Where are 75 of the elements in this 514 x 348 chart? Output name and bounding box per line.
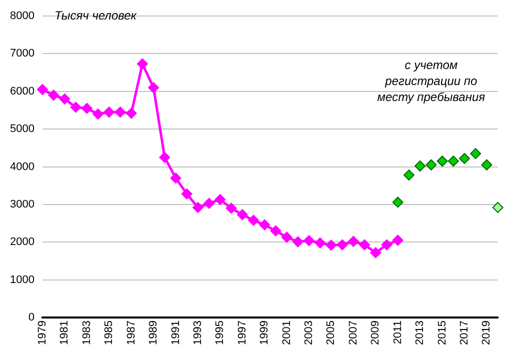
y-tick-label: 6000 xyxy=(10,85,34,98)
annotation: с учетом регистрации по месту пребывания xyxy=(377,58,486,104)
point xyxy=(281,232,292,243)
point xyxy=(226,202,237,214)
point xyxy=(104,106,115,118)
point xyxy=(348,236,359,247)
point xyxy=(470,148,482,160)
point xyxy=(126,108,137,119)
point xyxy=(81,102,92,114)
point xyxy=(236,209,248,220)
point xyxy=(92,108,104,120)
y-tick-label: 5000 xyxy=(10,123,34,136)
y-tick-label: 1000 xyxy=(10,274,34,286)
x-tick-label: 2001 xyxy=(280,320,293,346)
point xyxy=(48,90,60,101)
point xyxy=(136,58,148,70)
y-tick-label: 7000 xyxy=(10,48,34,60)
x-tick-label: 1987 xyxy=(125,320,138,346)
point xyxy=(36,84,48,95)
point xyxy=(148,82,160,94)
x-tick-label: 1983 xyxy=(80,320,93,346)
point xyxy=(448,156,459,167)
point xyxy=(181,188,192,200)
x-tick-label: 1995 xyxy=(214,320,226,346)
x-tick-label: 1999 xyxy=(258,320,271,346)
point xyxy=(336,239,348,250)
point xyxy=(403,170,414,181)
x-tick-label: 1981 xyxy=(58,320,71,346)
point xyxy=(159,152,170,163)
point xyxy=(70,102,82,113)
y-tick-label: 2000 xyxy=(10,236,34,248)
point xyxy=(370,247,382,258)
point xyxy=(381,239,392,250)
point xyxy=(414,160,426,172)
point xyxy=(170,172,182,184)
x-tick-label: 1997 xyxy=(236,320,248,346)
point xyxy=(359,239,370,250)
point xyxy=(326,240,337,251)
x-tick-label: 1979 xyxy=(36,320,48,346)
point xyxy=(259,219,270,230)
point xyxy=(270,225,282,236)
y-tick-label: 8000 xyxy=(10,10,34,22)
x-tick-label: 2017 xyxy=(458,320,471,346)
point xyxy=(59,93,70,104)
point xyxy=(248,214,259,226)
x-tick-label: 2005 xyxy=(325,320,338,346)
x-tick-label: 1993 xyxy=(192,320,204,346)
x-tick-label: 1989 xyxy=(148,320,160,346)
y-tick-label: 0 xyxy=(28,312,34,324)
x-tick-label: 1985 xyxy=(103,320,116,346)
y-axis-title: Тысяч человек xyxy=(54,8,138,22)
x-tick-label: 2015 xyxy=(436,320,448,346)
x-tick-label: 2007 xyxy=(347,320,360,346)
point xyxy=(392,196,404,208)
point xyxy=(492,202,504,213)
point xyxy=(436,156,448,167)
x-tick-label: 2011 xyxy=(392,320,404,344)
x-tick-label: 2019 xyxy=(480,320,493,346)
x-tick-label: 2013 xyxy=(414,320,426,346)
point xyxy=(214,194,226,206)
point xyxy=(392,234,404,246)
y-tick-label: 3000 xyxy=(10,198,34,210)
point xyxy=(304,235,315,246)
x-tick-label: 2009 xyxy=(370,320,382,346)
point xyxy=(192,202,204,213)
point xyxy=(426,159,437,170)
x-tick-label: 1991 xyxy=(170,320,182,346)
point xyxy=(481,159,492,170)
point xyxy=(114,106,126,118)
point xyxy=(292,236,304,248)
x-tick-label: 2003 xyxy=(303,320,316,346)
point xyxy=(314,237,326,248)
y-tick-label: 4000 xyxy=(10,160,34,173)
point xyxy=(204,198,215,209)
point xyxy=(458,152,470,164)
